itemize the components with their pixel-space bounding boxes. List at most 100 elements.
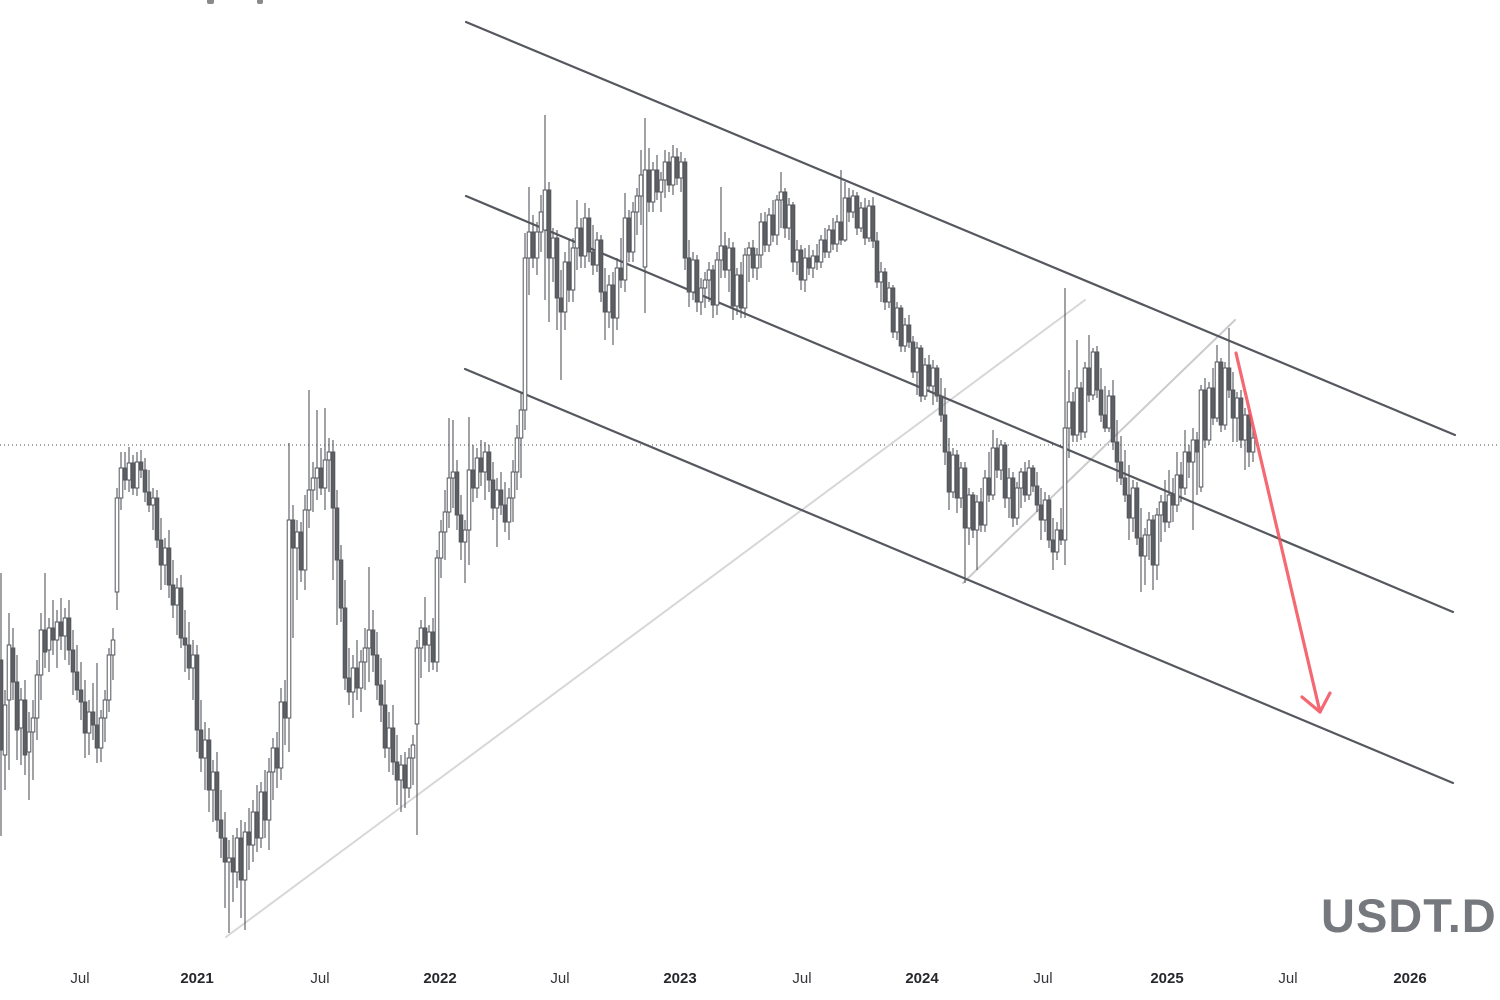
candle xyxy=(186,644,192,669)
candle xyxy=(70,649,76,673)
candle xyxy=(1230,389,1236,419)
candle xyxy=(858,207,864,229)
candle xyxy=(254,811,260,839)
candle xyxy=(358,661,364,689)
candle xyxy=(18,699,24,729)
candle xyxy=(14,681,20,731)
candle xyxy=(26,731,32,753)
candle xyxy=(842,197,848,241)
x-axis-label: 2021 xyxy=(180,970,214,987)
clipped-legend-remnant-mark xyxy=(207,0,214,4)
candle xyxy=(1046,499,1052,541)
candle xyxy=(1150,519,1156,566)
candle xyxy=(1106,395,1112,429)
candle xyxy=(834,221,840,245)
candle xyxy=(482,451,488,473)
candle xyxy=(1090,351,1096,396)
candle xyxy=(894,307,900,333)
candle xyxy=(622,217,628,281)
candle xyxy=(298,531,304,571)
candle xyxy=(334,507,340,561)
candle xyxy=(678,161,684,179)
candle xyxy=(206,739,212,791)
trend-arrow[interactable] xyxy=(1234,351,1332,714)
candle xyxy=(882,271,888,303)
candle xyxy=(1238,397,1244,441)
candle xyxy=(98,717,104,749)
candle xyxy=(1078,387,1084,433)
candle xyxy=(42,629,48,653)
x-axis-label: Jul xyxy=(1278,970,1298,987)
candle xyxy=(262,791,268,821)
channel-middle xyxy=(464,194,1455,614)
candle xyxy=(378,684,384,706)
candle xyxy=(158,539,164,566)
channel-lower xyxy=(463,367,1455,785)
candle xyxy=(202,739,208,759)
candle xyxy=(1070,401,1076,436)
candle xyxy=(794,249,800,263)
candle xyxy=(278,701,284,769)
candle xyxy=(1242,414,1248,441)
candle xyxy=(318,467,324,489)
candle xyxy=(702,279,708,289)
candle xyxy=(250,811,256,846)
candle xyxy=(326,451,332,461)
candle xyxy=(294,531,300,549)
candle xyxy=(706,269,712,281)
candle xyxy=(1030,467,1036,487)
x-axis-label: Jul xyxy=(1033,970,1053,987)
candle xyxy=(1146,519,1152,536)
candle xyxy=(154,497,160,541)
candle xyxy=(1062,427,1068,541)
candle xyxy=(1086,367,1092,396)
candle xyxy=(502,504,508,523)
rising-trendline-long[interactable] xyxy=(225,299,1086,938)
candle xyxy=(1210,387,1216,419)
candle xyxy=(958,467,964,499)
candle xyxy=(722,245,728,271)
candle xyxy=(598,239,604,293)
candle xyxy=(538,211,544,233)
candle xyxy=(814,255,820,263)
candle xyxy=(642,169,648,268)
candle xyxy=(942,414,948,453)
candle xyxy=(162,547,168,566)
candle xyxy=(830,229,836,245)
candle xyxy=(650,169,656,203)
rising-trendline-short[interactable] xyxy=(962,319,1236,584)
candle xyxy=(1114,441,1120,463)
candle xyxy=(934,367,940,397)
candle xyxy=(74,671,80,691)
candle xyxy=(178,587,184,639)
candle xyxy=(1038,504,1044,521)
candle xyxy=(150,497,156,506)
candle xyxy=(802,257,808,281)
candle xyxy=(946,451,952,493)
x-axis-label: 2024 xyxy=(905,970,939,987)
candle xyxy=(194,654,200,731)
candle xyxy=(218,819,224,839)
candle xyxy=(1178,474,1184,489)
candle xyxy=(750,247,756,269)
candle xyxy=(674,156,680,179)
candle xyxy=(450,471,456,479)
candle xyxy=(878,271,884,283)
candle xyxy=(330,451,336,509)
candle xyxy=(1110,395,1116,443)
candle xyxy=(938,395,944,416)
candle xyxy=(1218,361,1224,426)
candle xyxy=(1022,471,1028,496)
candle xyxy=(774,199,780,236)
candle xyxy=(66,617,72,651)
candle xyxy=(366,629,372,649)
candle xyxy=(734,274,740,307)
candle xyxy=(438,531,444,559)
candle xyxy=(106,654,112,701)
candle xyxy=(474,457,480,489)
candle xyxy=(258,791,264,839)
candle xyxy=(698,287,704,303)
candle xyxy=(226,857,232,863)
